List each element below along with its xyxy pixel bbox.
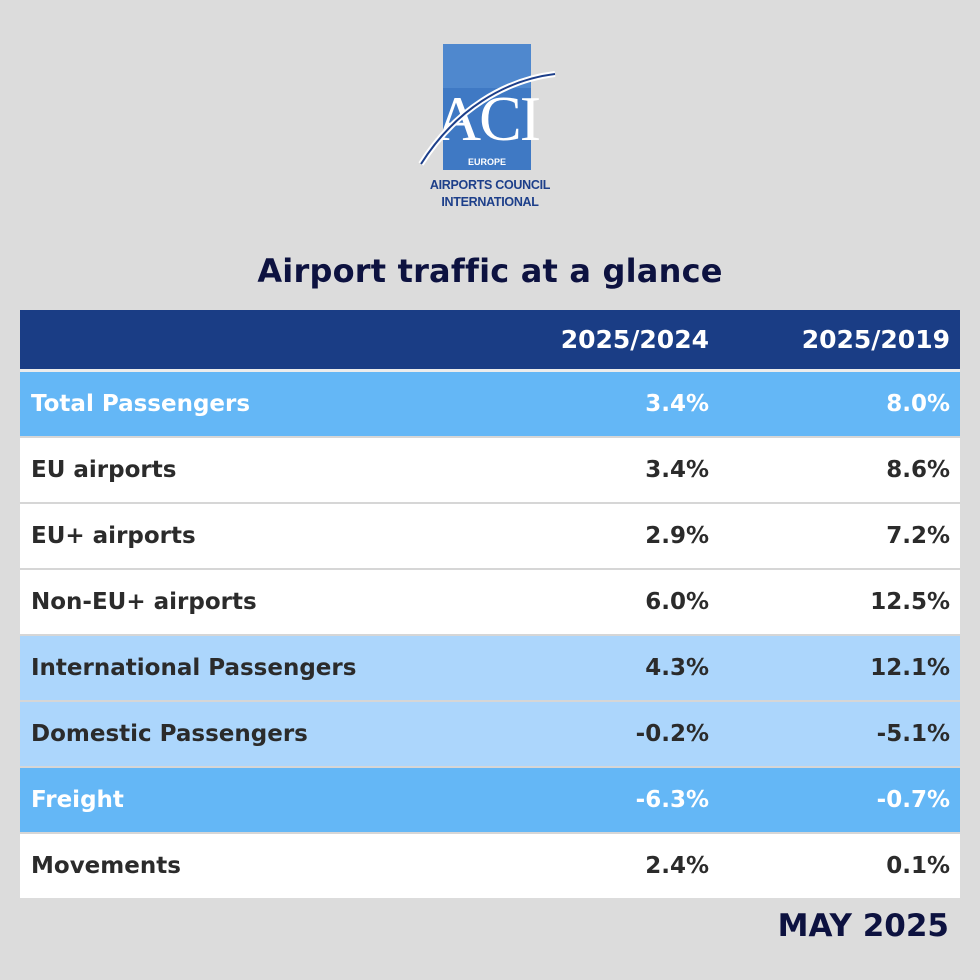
- logo-region-text: EUROPE: [468, 157, 506, 167]
- value-2025-2024: 4.3%: [645, 655, 709, 681]
- table-row: International Passengers 4.3% 12.1%: [20, 636, 960, 702]
- logo-line-1: AIRPORTS COUNCIL: [429, 178, 551, 192]
- table-row: Movements 2.4% 0.1%: [20, 834, 960, 898]
- value-2025-2024: 2.9%: [645, 523, 709, 549]
- table-row: EU+ airports 2.9% 7.2%: [20, 504, 960, 570]
- value-2025-2024: 2.4%: [645, 853, 709, 879]
- row-label: EU+ airports: [31, 523, 196, 549]
- column-header-2025-2019: 2025/2019: [801, 325, 950, 354]
- value-2025-2024: 3.4%: [645, 457, 709, 483]
- value-2025-2024: -0.2%: [635, 721, 709, 747]
- logo-mark-text: ACI: [435, 83, 540, 154]
- value-2025-2019: 8.0%: [886, 391, 950, 417]
- row-label: EU airports: [31, 457, 177, 483]
- value-2025-2024: -6.3%: [635, 787, 709, 813]
- value-2025-2019: 7.2%: [886, 523, 950, 549]
- table-row: EU airports 3.4% 8.6%: [20, 438, 960, 504]
- table-row: Domestic Passengers -0.2% -5.1%: [20, 702, 960, 768]
- logo-line-2: INTERNATIONAL: [441, 195, 539, 209]
- column-header-2025-2024: 2025/2024: [560, 325, 709, 354]
- table-row: Freight -6.3% -0.7%: [20, 768, 960, 834]
- table-row: Total Passengers 3.4% 8.0%: [20, 372, 960, 438]
- value-2025-2019: 12.5%: [870, 589, 950, 615]
- value-2025-2019: -5.1%: [876, 721, 950, 747]
- table-header: 2025/2024 2025/2019: [20, 310, 960, 372]
- table-body: Total Passengers 3.4% 8.0% EU airports 3.4% 8…: [20, 372, 960, 898]
- value-2025-2019: -0.7%: [876, 787, 950, 813]
- aci-logo-mark: ACI EUROPE: [418, 44, 556, 170]
- table-row: Non-EU+ airports 6.0% 12.5%: [20, 570, 960, 636]
- value-2025-2019: 12.1%: [870, 655, 950, 681]
- row-label: Movements: [31, 853, 181, 879]
- page-title: Airport traffic at a glance: [257, 252, 723, 290]
- value-2025-2019: 8.6%: [886, 457, 950, 483]
- aci-europe-logo: ACI EUROPE AIRPORTS COUNCIL INTERNATIONA…: [415, 40, 565, 220]
- value-2025-2024: 6.0%: [645, 589, 709, 615]
- value-2025-2024: 3.4%: [645, 391, 709, 417]
- row-label: Non-EU+ airports: [31, 589, 257, 615]
- report-month: MAY 2025: [777, 908, 949, 944]
- row-label: Domestic Passengers: [31, 721, 308, 747]
- row-label: Total Passengers: [31, 391, 251, 417]
- value-2025-2019: 0.1%: [886, 853, 950, 879]
- traffic-table: 2025/2024 2025/2019 Total Passengers 3.4%…: [20, 310, 960, 898]
- row-label: Freight: [31, 787, 124, 813]
- row-label: International Passengers: [31, 655, 357, 681]
